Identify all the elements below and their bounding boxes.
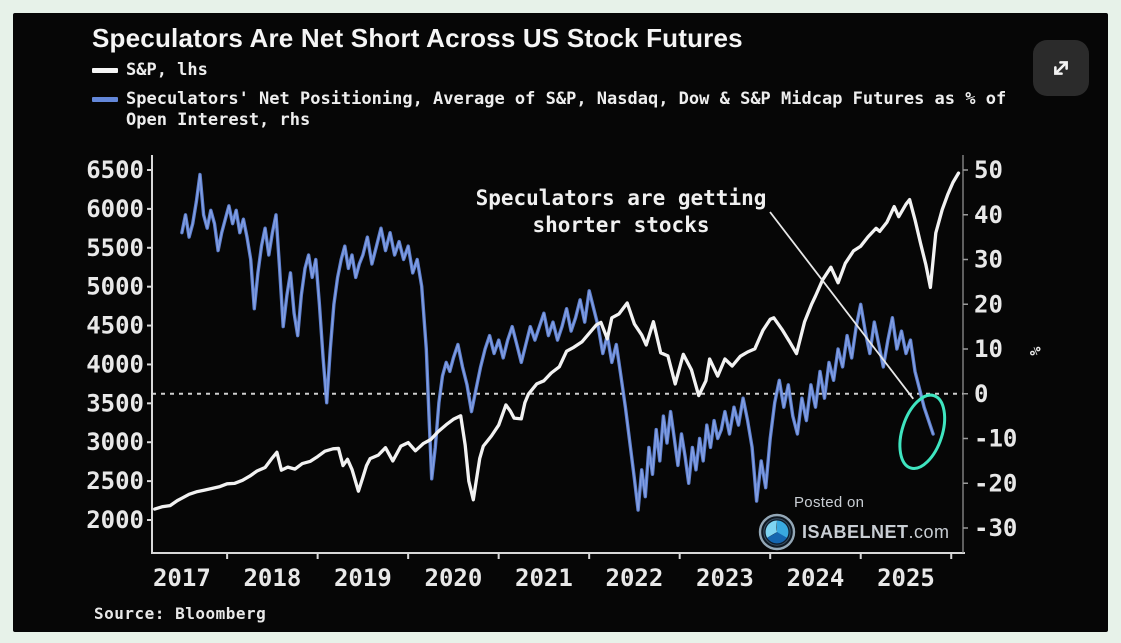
isabelnet-logo-icon: [758, 513, 796, 551]
y-axis-right-tick-label: -20: [974, 469, 1017, 497]
y-axis-left-tick-label: 5500: [86, 234, 144, 262]
chart-title: Speculators Are Net Short Across US Stoc…: [92, 23, 743, 53]
y-axis-right-tick-label: 30: [974, 246, 1003, 274]
source-note: Source: Bloomberg: [94, 604, 267, 623]
expand-button[interactable]: [1033, 40, 1089, 96]
watermark-posted-on: Posted on: [794, 494, 865, 511]
net-positioning-series-highlight: [181, 173, 934, 511]
x-axis-label: 2019: [334, 564, 392, 592]
highlight-ellipse: [898, 393, 947, 470]
x-axis-label: 2024: [787, 564, 845, 592]
chart-plot-area: 6500 6000 5500 5000 4500 4000 3500 3000 2500 2000…: [86, 155, 1044, 592]
annotation-line-1: Speculators are getting: [475, 186, 767, 210]
legend-item-sp: S&P, lhs: [92, 60, 208, 81]
x-axis-label: 2022: [606, 564, 664, 592]
right-axis-unit-label: %: [1026, 346, 1044, 355]
legend-label-net-positioning: Speculators' Net Positioning, Average of…: [126, 89, 1007, 130]
net-positioning-legend-swatch: [92, 97, 118, 102]
y-axis-right-tick-label: 20: [974, 290, 1003, 318]
watermark-site: ISABELNET.com: [802, 522, 950, 543]
x-axis-label: 2025: [877, 564, 935, 592]
watermark-site-tld: .com: [908, 521, 950, 542]
expand-icon: [1054, 61, 1068, 75]
x-axis-label: 2021: [515, 564, 573, 592]
y-axis-left-tick-label: 2000: [86, 506, 144, 534]
y-axis-left-tick-label: 3500: [86, 389, 144, 417]
y-axis-left-tick-label: 2500: [86, 467, 144, 495]
legend-label-sp: S&P, lhs: [126, 60, 208, 80]
x-axis-label: 2018: [243, 564, 301, 592]
chart-panel: 6500 6000 5500 5000 4500 4000 3500 3000 2500 2000…: [13, 13, 1108, 632]
y-axis-right-tick-label: -10: [974, 425, 1017, 453]
y-axis-left-tick-label: 4500: [86, 312, 144, 340]
y-axis-left-tick-label: 6500: [86, 156, 144, 184]
y-axis-left-tick-label: 4000: [86, 350, 144, 378]
y-axis-right-tick-label: 50: [974, 156, 1003, 184]
sp-series-line: [153, 171, 961, 511]
chart-annotation: Speculators are getting shorter stocks: [453, 185, 789, 239]
annotation-line-2: shorter stocks: [532, 213, 710, 237]
y-axis-right-tick-label: 40: [974, 201, 1003, 229]
sp-line-legend-swatch: [92, 68, 118, 73]
annotation-pointer-line: [769, 211, 914, 400]
legend-item-net-positioning: Speculators' Net Positioning, Average of…: [92, 89, 1052, 131]
y-axis-right-tick-label: 10: [974, 335, 1003, 363]
y-axis-right-tick-label: -30: [974, 514, 1017, 542]
y-axis-right-tick-label: 0: [974, 380, 988, 408]
y-axis-left-tick-label: 5000: [86, 273, 144, 301]
x-axis-label: 2020: [425, 564, 483, 592]
y-axis-left-tick-label: 6000: [86, 195, 144, 223]
y-axis-left-tick-label: 3000: [86, 428, 144, 456]
watermark: Posted on ISABELNET.com: [758, 494, 950, 551]
watermark-site-name: ISABELNET: [802, 521, 909, 542]
x-axis-label: 2023: [696, 564, 754, 592]
x-axis-label: 2017: [153, 564, 211, 592]
